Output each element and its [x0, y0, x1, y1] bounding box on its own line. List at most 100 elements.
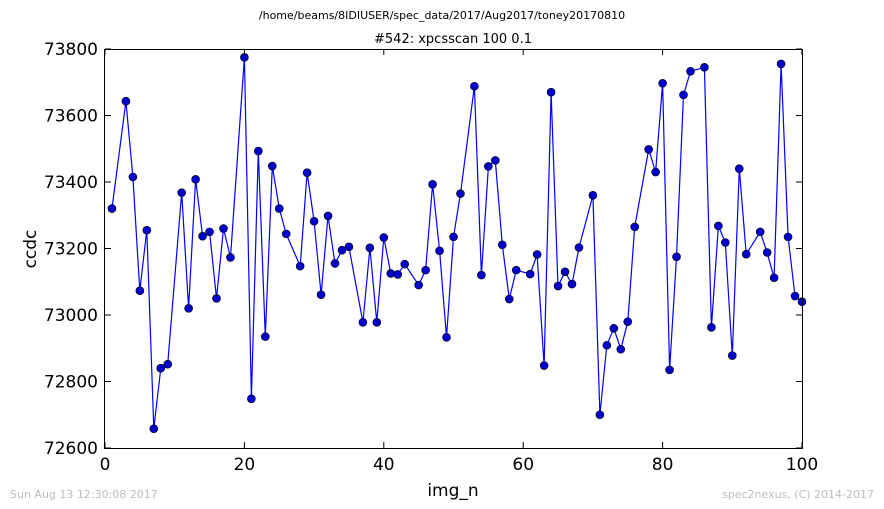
x-tick-label: 80 — [652, 455, 674, 475]
data-point — [149, 424, 159, 434]
data-point — [414, 280, 423, 290]
x-axis-label: img_n — [427, 481, 478, 501]
data-point — [553, 281, 563, 291]
data-point — [212, 294, 221, 303]
data-point — [400, 259, 410, 269]
data-point — [630, 222, 640, 232]
data-point — [734, 164, 744, 173]
data-point — [184, 304, 193, 313]
data-point — [790, 291, 800, 301]
figure-suptitle: /home/beams/8IDIUSER/spec_data/2017/Aug2… — [258, 9, 626, 22]
data-point — [623, 317, 633, 326]
data-point — [191, 175, 200, 184]
data-point — [295, 261, 305, 271]
data-point — [504, 294, 514, 304]
y-tick-label: 72800 — [44, 373, 98, 393]
data-point — [686, 66, 695, 76]
y-axis-label: ccdc — [21, 230, 41, 269]
data-point — [616, 344, 626, 354]
x-tick-label: 0 — [100, 455, 111, 475]
data-point — [281, 229, 291, 239]
data-point — [477, 270, 486, 280]
data-point — [532, 250, 542, 259]
data-point — [769, 273, 779, 283]
y-tick-label: 72600 — [44, 439, 98, 459]
data-point — [372, 318, 382, 327]
data-point — [177, 188, 186, 197]
data-point — [163, 359, 173, 369]
data-point — [316, 290, 326, 300]
plot-title: #542: xpcsscan 100 0.1 — [374, 32, 532, 47]
data-point — [121, 96, 131, 106]
data-point — [644, 145, 653, 154]
data-point — [428, 180, 437, 189]
data-point — [435, 246, 444, 256]
data-point — [393, 270, 403, 279]
footer-credit: spec2nexus, (C) 2014-2017 — [722, 488, 874, 501]
data-point — [546, 87, 556, 97]
data-point — [302, 168, 312, 177]
x-tick-label: 60 — [512, 455, 534, 475]
data-point — [449, 232, 458, 242]
data-point — [651, 167, 660, 177]
data-point — [330, 259, 340, 268]
data-point — [707, 323, 716, 332]
data-point — [511, 265, 521, 275]
data-point — [679, 90, 688, 100]
data-point — [135, 286, 145, 296]
data-point — [107, 204, 117, 213]
data-point — [525, 269, 535, 279]
data-point — [156, 363, 166, 373]
data-point — [470, 81, 479, 91]
series-line — [111, 57, 803, 429]
data-point — [337, 245, 347, 255]
x-tick-label: 20 — [234, 455, 256, 475]
y-tick-label: 73600 — [44, 107, 98, 127]
data-point — [421, 265, 430, 275]
y-tick-label: 73800 — [44, 40, 98, 60]
data-point — [491, 156, 500, 165]
data-point — [776, 59, 786, 69]
data-point — [567, 279, 577, 289]
data-point — [379, 233, 389, 242]
data-point — [560, 267, 570, 277]
plot-frame — [104, 49, 803, 449]
data-point — [358, 318, 368, 327]
data-point — [595, 410, 605, 420]
data-point — [365, 243, 375, 253]
data-point — [665, 365, 674, 375]
data-point — [261, 332, 270, 341]
data-point — [323, 211, 333, 221]
y-tick-label: 73400 — [44, 173, 98, 193]
data-point — [741, 249, 751, 259]
data-point — [309, 216, 319, 226]
data-point — [783, 232, 793, 242]
data-point — [588, 191, 598, 200]
y-tick-label: 73000 — [44, 306, 98, 326]
data-point — [274, 204, 284, 213]
data-point — [254, 146, 263, 156]
data-point — [219, 224, 228, 233]
series-ccdc — [107, 53, 807, 434]
data-point — [714, 221, 723, 231]
data-point — [205, 227, 214, 237]
data-point — [609, 323, 619, 333]
data-point — [762, 248, 772, 257]
data-point — [574, 243, 584, 252]
x-tick-label: 40 — [373, 455, 395, 475]
data-point — [672, 252, 681, 262]
data-point — [497, 240, 507, 250]
data-point — [700, 62, 709, 72]
x-tick-label: 100 — [786, 455, 818, 475]
data-point — [247, 394, 256, 404]
data-point — [226, 253, 235, 262]
data-point — [344, 242, 354, 252]
data-point — [484, 162, 493, 171]
data-point — [267, 161, 277, 171]
data-point — [721, 238, 730, 247]
data-point — [128, 172, 138, 182]
data-point — [658, 78, 667, 88]
data-point — [755, 227, 765, 237]
data-point — [602, 340, 612, 350]
